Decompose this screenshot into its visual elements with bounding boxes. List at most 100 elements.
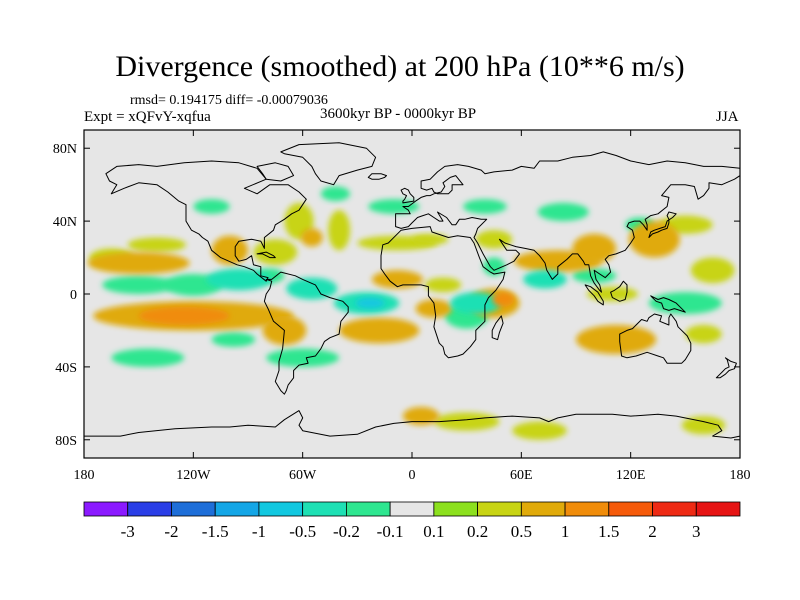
colorbar-box — [214, 501, 260, 517]
season-label: JJA — [716, 109, 739, 125]
divergence-region — [628, 221, 680, 258]
x-tick-label: 60W — [289, 468, 317, 483]
coastline-eurasia — [395, 151, 740, 293]
divergence-region — [253, 239, 298, 265]
divergence-region — [320, 186, 351, 202]
period-label: 3600kyr BP - 0000kyr BP — [320, 106, 477, 122]
colorbar-box — [608, 501, 653, 517]
colorbar-label: 1.5 — [598, 522, 619, 541]
coastline-iceland — [367, 173, 387, 180]
colorbar-label: 0.1 — [423, 522, 444, 541]
coastlines — [84, 142, 740, 439]
divergence-region — [266, 348, 340, 367]
divergence-region — [523, 270, 567, 289]
x-tick-label: 60E — [510, 468, 533, 483]
colorbar-box — [258, 501, 304, 517]
coastline-new-guinea — [650, 295, 686, 313]
colorbar-label: -1.5 — [202, 522, 229, 541]
stats-text: rmsd= 0.194175 diff= -0.00079036 — [130, 93, 328, 108]
colorbar-label: -0.1 — [377, 522, 404, 541]
colorbar-box — [171, 501, 216, 517]
y-tick-label: 80S — [55, 434, 77, 449]
divergence-region — [300, 228, 323, 247]
x-axis: 180 120W 60W 0 60E 120E 180 — [74, 130, 751, 483]
divergence-region — [685, 324, 722, 344]
coastline-north-america — [105, 160, 307, 282]
coastline-japan — [648, 211, 677, 238]
divergence-region — [433, 412, 500, 431]
colorbar: -3 -2 -1.5 -1 -0.5 -0.2 -0.1 0.1 0.2 0.5 1 1.5 2 3 — [83, 501, 741, 541]
colorbar-box — [127, 501, 172, 517]
divergence-region — [572, 233, 617, 264]
divergence-region — [681, 416, 726, 435]
colorbar-label: -0.2 — [333, 522, 360, 541]
divergence-region — [424, 277, 462, 293]
colorbar-box — [83, 501, 129, 517]
y-tick-label: 80N — [53, 142, 77, 157]
coastline-greenland — [280, 142, 377, 186]
divergence-region — [87, 252, 190, 274]
coastline-britain — [400, 187, 415, 204]
divergence-region — [572, 268, 617, 284]
divergence-region — [537, 202, 589, 222]
colorbar-label: 1 — [561, 522, 570, 541]
divergence-region — [286, 277, 338, 300]
divergence-region — [450, 292, 502, 315]
divergence-region — [402, 406, 440, 426]
divergence-region — [512, 421, 567, 440]
coastline-baffin-island — [256, 162, 295, 182]
coastline-cuba — [256, 251, 276, 259]
divergence-region — [102, 275, 176, 294]
coastline-antarctica — [84, 410, 740, 439]
x-tick-label: 180 — [730, 468, 751, 483]
colorbar-label: 2 — [648, 522, 657, 541]
coastline-africa — [380, 226, 506, 359]
experiment-label: Expt = xQFvY-xqfua — [84, 109, 211, 125]
divergence-region — [328, 210, 351, 251]
colorbar-label: -1 — [252, 522, 266, 541]
y-tick-label: 0 — [70, 288, 77, 303]
coastline-sumatra — [584, 284, 604, 306]
colorbar-box — [477, 501, 522, 517]
divergence-region — [412, 233, 449, 245]
divergence-region — [586, 286, 638, 302]
chart-title: Divergence (smoothed) at 200 hPa (10**6 … — [115, 50, 685, 83]
colorbar-label: -0.5 — [289, 522, 316, 541]
divergence-region — [371, 270, 423, 289]
colorbar-label: 0.5 — [511, 522, 532, 541]
colorbar-box — [433, 501, 479, 517]
divergence-region — [576, 324, 657, 355]
colorbar-box — [695, 501, 741, 517]
coastline-madagascar — [491, 315, 504, 341]
coastline-new-zealand — [715, 357, 737, 379]
colorbar-box — [564, 501, 610, 517]
y-tick-label: 40S — [55, 361, 77, 376]
colorbar-label: -3 — [121, 522, 135, 541]
divergence-region — [127, 237, 187, 253]
divergence-region — [368, 199, 420, 214]
divergence-region — [690, 257, 735, 284]
divergence-regions — [87, 186, 735, 440]
coastline-south-america — [263, 271, 349, 395]
y-tick-label: 40N — [53, 215, 77, 230]
divergence-region — [475, 230, 513, 249]
colorbar-label: -2 — [164, 522, 178, 541]
divergence-region — [138, 306, 230, 325]
x-tick-label: 180 — [74, 468, 95, 483]
divergence-region — [492, 292, 515, 307]
divergence-region — [206, 268, 272, 291]
divergence-region — [355, 297, 385, 309]
coastline-borneo — [610, 280, 628, 302]
divergence-region — [211, 332, 256, 347]
divergence-region — [193, 199, 230, 214]
colorbar-label: 0.2 — [467, 522, 488, 541]
divergence-region — [111, 348, 185, 367]
divergence-region — [463, 199, 507, 214]
coastline-australia — [619, 313, 692, 364]
colorbar-box — [652, 501, 697, 517]
colorbar-box — [520, 501, 566, 517]
y-axis: 80N 40N 0 40S 80S — [53, 142, 740, 449]
colorbar-box — [345, 501, 391, 517]
colorbar-label: 3 — [692, 522, 701, 541]
